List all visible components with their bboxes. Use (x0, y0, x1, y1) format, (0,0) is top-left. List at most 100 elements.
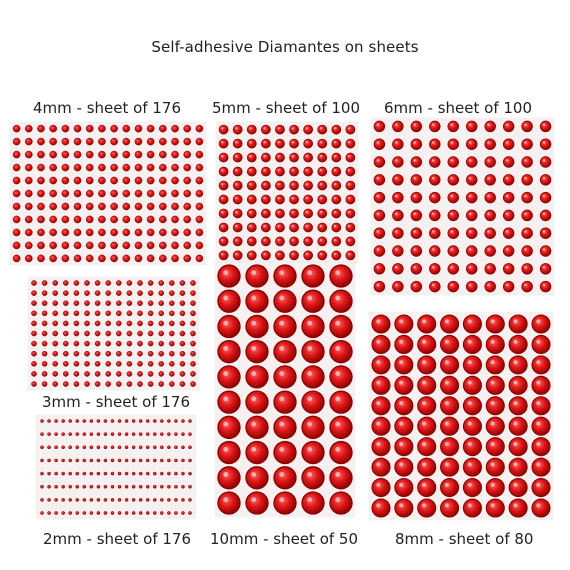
diamante (31, 310, 37, 317)
label-10mm: 10mm - sheet of 50 (210, 530, 359, 548)
diamante (103, 458, 108, 463)
diamante-highlight (431, 123, 435, 126)
diamante-highlight (348, 253, 351, 256)
diamante (183, 124, 192, 133)
diamante (110, 254, 118, 263)
diamante (85, 189, 94, 198)
diamante (273, 289, 297, 313)
diamante (63, 340, 69, 347)
diamante (75, 458, 80, 463)
diamante-highlight (348, 239, 351, 242)
diamante (49, 202, 57, 211)
diamante (73, 163, 82, 172)
diamante (190, 290, 196, 296)
diamante (466, 191, 478, 204)
diamante (502, 263, 515, 275)
diamante (49, 228, 57, 237)
diamante (134, 241, 143, 250)
diamante (82, 498, 87, 502)
diamante (345, 208, 356, 219)
diamante (331, 152, 342, 163)
diamante (410, 138, 423, 150)
diamante (117, 471, 122, 476)
diamante (103, 445, 108, 450)
diamante (371, 478, 391, 498)
diamante-highlight (536, 319, 541, 324)
diamante-highlight (395, 176, 398, 180)
diamante (145, 445, 150, 450)
diamante (394, 355, 414, 375)
diamante-highlight (263, 155, 266, 158)
diamante (122, 176, 131, 185)
diamante (429, 138, 441, 150)
diamante (174, 498, 178, 502)
diamante-highlight (277, 155, 280, 158)
diamante (103, 432, 108, 436)
diamante-highlight (251, 371, 257, 377)
diamante (502, 245, 515, 257)
diamante-highlight (333, 225, 336, 228)
diamante-highlight (305, 225, 308, 228)
diamante (245, 466, 269, 490)
diamante (61, 137, 70, 146)
diamante-highlight (513, 441, 518, 446)
diamante (61, 511, 65, 515)
diamante-highlight (291, 155, 294, 158)
diamante-highlight (413, 159, 416, 162)
diamante (539, 227, 552, 239)
diamante (246, 138, 257, 149)
diamante (521, 156, 533, 168)
diamante (218, 124, 229, 135)
diamante (188, 445, 192, 450)
diamante (134, 254, 143, 263)
diamante (138, 419, 143, 423)
diamante (447, 209, 459, 222)
diamante (110, 471, 115, 476)
diamante (159, 241, 167, 250)
diamante-highlight (399, 482, 404, 487)
diamante (174, 445, 178, 450)
diamante (84, 361, 90, 367)
diamante-highlight (221, 239, 224, 242)
diamante (246, 250, 257, 261)
diamante (24, 163, 33, 172)
label-6mm: 6mm - sheet of 100 (384, 99, 533, 117)
diamante (31, 280, 37, 286)
diamante (260, 166, 271, 177)
diamante (159, 150, 167, 159)
diamante-highlight (307, 295, 313, 301)
diamante-highlight (505, 176, 509, 180)
diamante-highlight (263, 141, 266, 144)
diamante (116, 290, 122, 296)
diamante (373, 120, 386, 133)
diamante (47, 458, 51, 463)
diamante (146, 189, 155, 198)
diamante (40, 498, 44, 502)
diamante (181, 498, 185, 502)
diamante (116, 371, 122, 377)
diamante-highlight (235, 127, 238, 130)
diamante (160, 419, 164, 423)
diamante (31, 330, 37, 337)
diamante (190, 340, 196, 347)
diamante-highlight (235, 225, 238, 228)
diamante (371, 396, 391, 416)
gem-grid (12, 124, 204, 263)
diamante (429, 263, 441, 275)
diamante (68, 471, 72, 476)
diamante (63, 361, 69, 367)
diamante-highlight (333, 239, 336, 242)
diamante (41, 320, 48, 327)
diamante (394, 314, 414, 334)
diamante (73, 350, 80, 357)
diamante (289, 208, 299, 219)
diamante (41, 300, 48, 307)
diamante (329, 415, 353, 439)
diamante (245, 415, 269, 439)
diamante (61, 458, 65, 463)
diamante-highlight (513, 339, 518, 344)
diamante-highlight (376, 360, 381, 365)
diamante (190, 300, 196, 307)
diamante (52, 310, 59, 317)
diamante (75, 419, 80, 423)
